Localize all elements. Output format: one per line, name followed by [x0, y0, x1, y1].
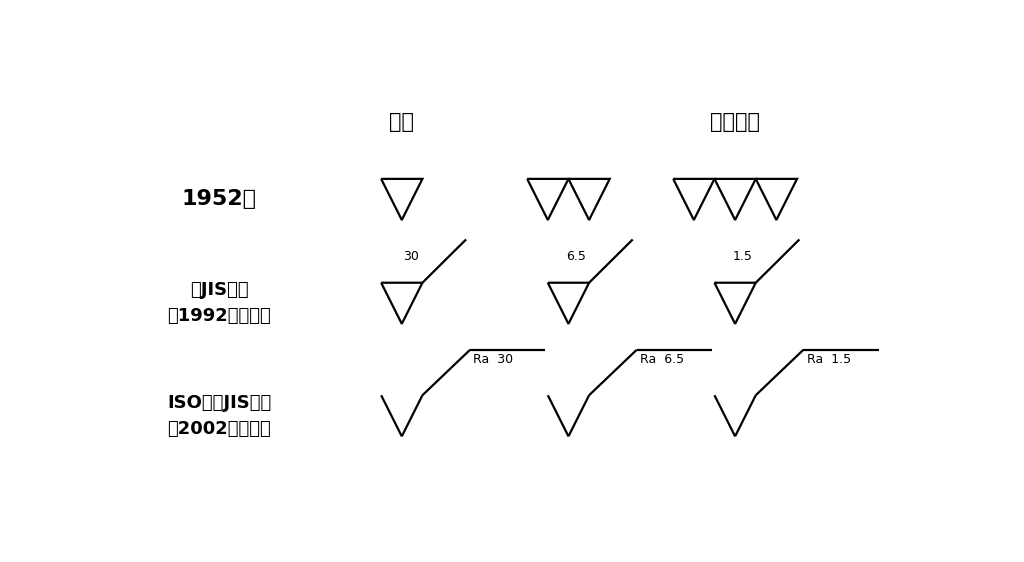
- Text: なめらか: なめらか: [710, 111, 760, 132]
- Text: 30: 30: [403, 250, 419, 263]
- Text: 1.5: 1.5: [733, 250, 753, 263]
- Text: 1952年: 1952年: [182, 189, 257, 210]
- Text: Ra  1.5: Ra 1.5: [807, 353, 851, 366]
- Text: ISO準拠JIS記号
（2002年改定）: ISO準拠JIS記号 （2002年改定）: [167, 393, 271, 438]
- Text: 6.5: 6.5: [566, 250, 586, 263]
- Text: Ra  30: Ra 30: [473, 353, 513, 366]
- Text: 旧JIS記号
（1992年改定）: 旧JIS記号 （1992年改定）: [167, 281, 271, 325]
- Text: 粗い: 粗い: [389, 111, 415, 132]
- Text: Ra  6.5: Ra 6.5: [640, 353, 684, 366]
